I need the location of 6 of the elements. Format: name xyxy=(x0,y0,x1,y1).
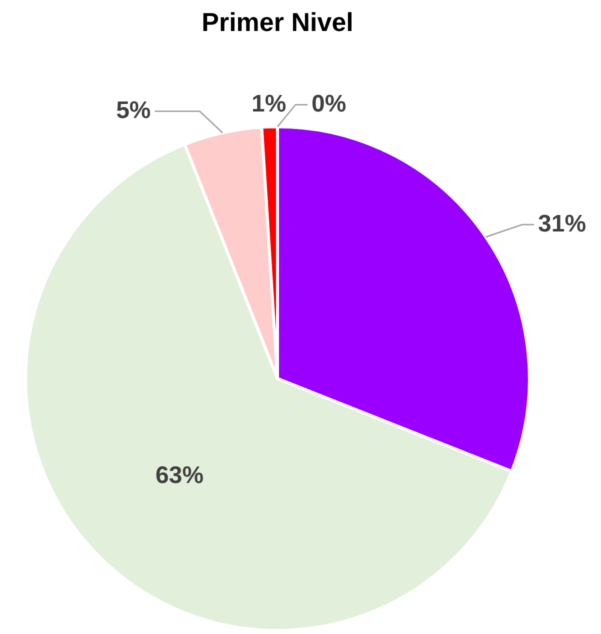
data-label: 31% xyxy=(538,210,586,238)
data-label: 63% xyxy=(156,462,204,490)
data-label: 1% xyxy=(252,90,286,118)
chart-title: Primer Nivel xyxy=(202,6,354,37)
data-label: 5% xyxy=(116,96,151,124)
text: 0% xyxy=(312,90,346,118)
